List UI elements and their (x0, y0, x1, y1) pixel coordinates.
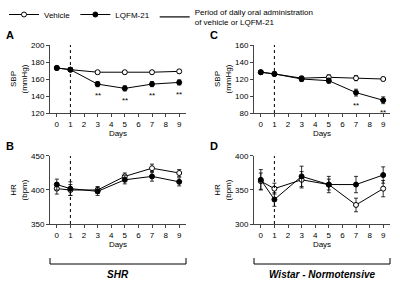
svg-text:8: 8 (367, 120, 372, 129)
svg-text:6: 6 (340, 120, 345, 129)
svg-text:**: ** (149, 91, 155, 100)
svg-text:8: 8 (163, 231, 168, 240)
svg-text:Vehicle: Vehicle (44, 11, 70, 20)
svg-text:LQFM-21: LQFM-21 (115, 11, 149, 20)
svg-text:160: 160 (235, 41, 249, 50)
svg-text:350: 350 (235, 186, 249, 195)
svg-text:5: 5 (327, 120, 332, 129)
svg-text:SBP(mmHg): SBP(mmHg) (213, 64, 232, 93)
svg-text:**: ** (353, 101, 359, 110)
svg-text:4: 4 (313, 231, 318, 240)
svg-text:1: 1 (68, 231, 73, 240)
svg-text:100: 100 (235, 92, 249, 101)
svg-text:450: 450 (31, 152, 45, 161)
svg-text:**: ** (176, 90, 182, 99)
svg-text:350: 350 (31, 220, 45, 229)
svg-text:3: 3 (95, 231, 100, 240)
svg-text:180: 180 (31, 58, 45, 67)
svg-text:HR(bpm): HR(bpm) (9, 179, 28, 200)
svg-text:9: 9 (177, 120, 182, 129)
svg-text:4: 4 (109, 231, 114, 240)
svg-text:Wistar - Normotensive: Wistar - Normotensive (269, 269, 375, 280)
svg-text:1: 1 (272, 231, 277, 240)
svg-text:B: B (6, 140, 14, 152)
svg-text:0: 0 (55, 120, 60, 129)
svg-text:2: 2 (82, 231, 87, 240)
svg-text:6: 6 (136, 120, 141, 129)
svg-text:HR(bpm): HR(bpm) (213, 179, 232, 200)
svg-text:7: 7 (150, 120, 155, 129)
svg-text:0: 0 (55, 231, 60, 240)
svg-text:**: ** (95, 91, 101, 100)
svg-text:160: 160 (31, 75, 45, 84)
svg-text:400: 400 (235, 152, 249, 161)
svg-text:4: 4 (313, 120, 318, 129)
svg-text:6: 6 (340, 231, 345, 240)
svg-text:7: 7 (354, 120, 359, 129)
svg-text:3: 3 (95, 120, 100, 129)
svg-text:0: 0 (259, 120, 264, 129)
svg-text:**: ** (380, 108, 386, 117)
svg-text:2: 2 (286, 231, 291, 240)
svg-text:9: 9 (177, 231, 182, 240)
svg-text:2: 2 (82, 120, 87, 129)
svg-text:9: 9 (381, 120, 386, 129)
svg-text:9: 9 (381, 231, 386, 240)
svg-text:6: 6 (136, 231, 141, 240)
svg-text:7: 7 (150, 231, 155, 240)
svg-text:200: 200 (31, 41, 45, 50)
svg-text:8: 8 (367, 231, 372, 240)
svg-text:140: 140 (235, 58, 249, 67)
svg-text:2: 2 (286, 120, 291, 129)
svg-text:D: D (210, 140, 218, 152)
svg-text:Days: Days (109, 129, 127, 138)
svg-text:Period of daily oral administr: Period of daily oral administrationof ve… (195, 8, 313, 27)
svg-text:C: C (210, 29, 218, 41)
svg-text:300: 300 (235, 220, 249, 229)
svg-text:Days: Days (109, 240, 127, 249)
svg-text:120: 120 (235, 75, 249, 84)
svg-text:5: 5 (327, 231, 332, 240)
svg-text:3: 3 (299, 120, 304, 129)
svg-text:SBP(mmHg): SBP(mmHg) (9, 64, 28, 93)
svg-text:5: 5 (123, 231, 128, 240)
svg-text:0: 0 (259, 231, 264, 240)
svg-text:80: 80 (239, 109, 248, 118)
svg-text:**: ** (122, 96, 128, 105)
svg-text:5: 5 (123, 120, 128, 129)
svg-text:Days: Days (313, 129, 331, 138)
svg-text:400: 400 (31, 186, 45, 195)
svg-text:4: 4 (109, 120, 114, 129)
svg-text:A: A (6, 29, 14, 41)
svg-text:3: 3 (299, 231, 304, 240)
svg-text:120: 120 (31, 109, 45, 118)
svg-text:7: 7 (354, 231, 359, 240)
svg-text:1: 1 (272, 120, 277, 129)
svg-text:SHR: SHR (107, 269, 129, 280)
svg-text:Days: Days (313, 240, 331, 249)
svg-text:8: 8 (163, 120, 168, 129)
svg-text:1: 1 (68, 120, 73, 129)
svg-text:140: 140 (31, 92, 45, 101)
